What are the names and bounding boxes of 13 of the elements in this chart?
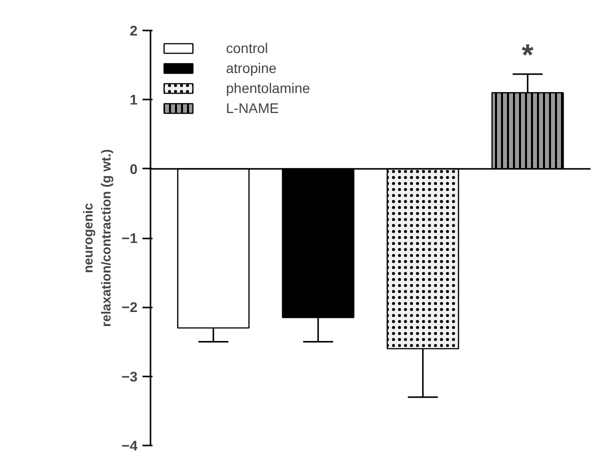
y-tick-label: −2 (122, 299, 138, 316)
annotation: * (522, 39, 534, 72)
y-axis-title: neurogenic relaxation/contraction (g wt.) (80, 149, 114, 327)
legend-label: L-NAME (226, 100, 279, 116)
legend-label: control (226, 40, 268, 56)
legend-label: phentolamine (226, 80, 310, 96)
y-tick-label: −4 (122, 438, 138, 454)
legend-label: atropine (226, 60, 277, 76)
y-tick-label: −3 (122, 368, 138, 384)
y-tick-label: −1 (122, 230, 138, 246)
y-tick-label: 0 (130, 160, 138, 177)
y-tick-label: 2 (130, 22, 138, 38)
y-tick-label: 1 (130, 92, 138, 108)
